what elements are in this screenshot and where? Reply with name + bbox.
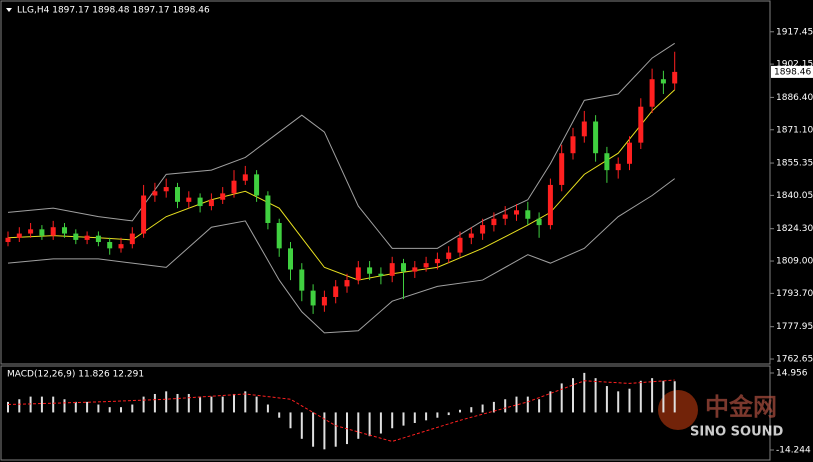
candle-body	[208, 199, 214, 207]
candle-body	[84, 235, 90, 240]
y-tick-label: 1902.15	[776, 60, 813, 70]
candle-body	[367, 267, 373, 274]
moving-average	[7, 89, 676, 281]
candle-body	[423, 263, 429, 268]
candle-body	[344, 280, 350, 287]
candle-body	[118, 244, 124, 249]
y-tick-label: 1840.05	[776, 191, 813, 201]
candle-body	[355, 267, 361, 281]
y-tick-label: 1917.45	[776, 27, 813, 37]
candle-body	[604, 153, 610, 171]
candle-body	[649, 79, 655, 107]
candle-body	[5, 237, 11, 243]
candle-body	[242, 174, 248, 181]
candle-body	[129, 233, 135, 245]
macd-signal	[7, 379, 675, 442]
candle-body	[672, 71, 678, 84]
y-tick-label: 1793.70	[776, 289, 813, 299]
candle-body	[28, 229, 34, 234]
candle-body	[152, 191, 158, 196]
candle-body	[401, 263, 406, 272]
candle-body	[525, 210, 531, 219]
candle-body	[378, 273, 384, 276]
last-price-label: 1898.46	[774, 67, 811, 77]
watermark-logo	[658, 390, 698, 430]
candle-body	[299, 269, 305, 291]
candle-body	[514, 210, 519, 215]
candle-body	[457, 237, 463, 253]
candle-body	[254, 174, 260, 196]
candle-body	[39, 229, 45, 236]
chart-title: LLG,H4 1897.17 1898.48 1897.17 1898.46	[17, 6, 210, 16]
watermark-sub: SINO SOUND	[690, 425, 784, 440]
lower-band	[7, 178, 675, 334]
macd-panel	[0, 365, 771, 461]
candle-body	[491, 218, 497, 226]
candle-body	[231, 180, 237, 194]
candle-body	[321, 296, 327, 306]
candle-body	[615, 163, 621, 171]
candle-body	[581, 121, 587, 137]
main-panel	[0, 0, 771, 365]
y-tick-label: 1762.65	[776, 355, 813, 365]
candle-body	[468, 233, 474, 238]
candle-body	[141, 195, 147, 234]
candle-body	[73, 233, 79, 240]
candle-body	[446, 252, 452, 259]
candle-body	[434, 258, 440, 264]
candle-body	[536, 218, 542, 226]
candle-body	[197, 197, 203, 207]
candle-body	[310, 290, 316, 306]
candle-body	[627, 142, 632, 164]
candle-body	[95, 235, 101, 243]
candle-body	[265, 195, 271, 223]
candle-body	[333, 286, 339, 297]
candle-body	[559, 153, 565, 185]
y-tick-label: -14.244	[776, 445, 811, 455]
candle-body	[175, 187, 180, 202]
candle-body	[638, 106, 644, 143]
upper-band	[7, 42, 675, 249]
candle-body	[16, 233, 22, 238]
candle-body	[660, 79, 666, 84]
candle-body	[276, 222, 282, 249]
y-tick-label: 1809.00	[776, 257, 813, 267]
last-price-box	[771, 65, 813, 78]
candle-body	[412, 267, 418, 272]
candle-body	[502, 214, 508, 219]
y-tick-label: 1824.30	[776, 224, 813, 234]
candle-body	[593, 121, 599, 154]
watermark-brand: 中金网	[705, 393, 777, 421]
y-tick-label: 1855.35	[776, 159, 813, 169]
candle-body	[220, 193, 226, 200]
y-tick-label: 1871.10	[776, 125, 813, 135]
macd-title: MACD(12,26,9) 11.826 12.291	[7, 370, 144, 380]
candle-body	[389, 263, 395, 276]
candle-body	[186, 197, 192, 202]
candle-body	[62, 227, 67, 234]
y-tick-label: 1777.95	[776, 322, 813, 332]
candle-body	[480, 225, 486, 234]
y-tick-label: 1886.40	[776, 93, 813, 103]
candle-body	[107, 242, 113, 249]
candle-body	[570, 136, 576, 154]
candle-body	[288, 248, 293, 270]
candle-body	[547, 184, 553, 226]
menu-icon	[6, 8, 12, 12]
y-tick-label: 14.956	[776, 368, 808, 378]
candle-body	[163, 187, 169, 192]
candle-body	[50, 227, 56, 236]
